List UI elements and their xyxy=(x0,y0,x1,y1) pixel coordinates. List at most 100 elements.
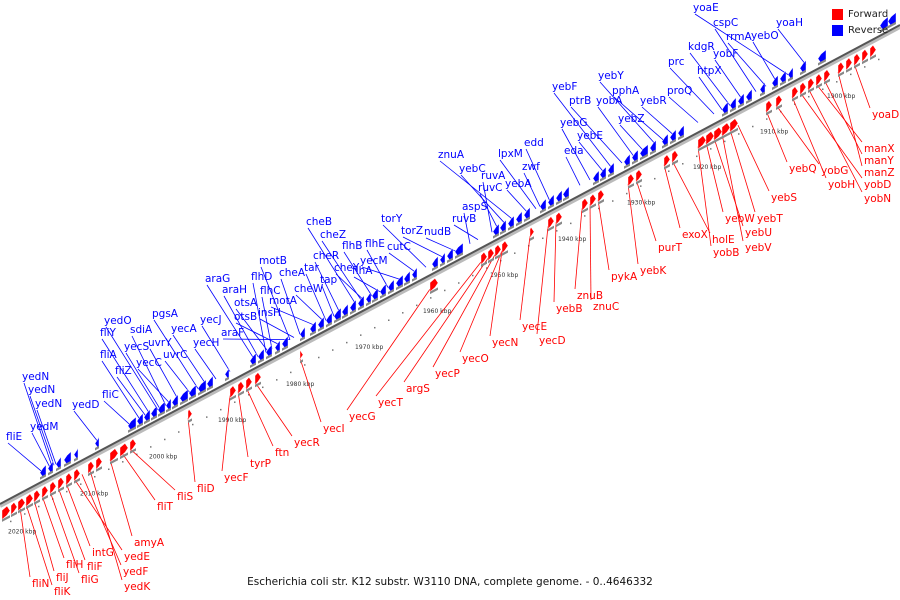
reverse-gene-label-ruvC: ruvC xyxy=(478,182,503,194)
scale-dot xyxy=(514,252,516,254)
reverse-gene-label-fliZ-leader xyxy=(116,376,147,417)
forward-gene-label-yobN-leader xyxy=(807,87,863,193)
reverse-gene-label-yebF-leader xyxy=(553,92,613,169)
scale-dot xyxy=(150,446,152,448)
forward-gene-arrow xyxy=(861,49,869,63)
scale-dot xyxy=(94,475,96,478)
forward-gene-arrow-shade xyxy=(824,78,830,85)
forward-swatch xyxy=(832,8,843,20)
forward-gene-arrow xyxy=(73,468,81,482)
scale-dot xyxy=(108,468,110,471)
reverse-gene-label-rrmA-leader xyxy=(727,42,767,87)
legend-forward: Forward xyxy=(832,6,896,22)
reverse-gene-label-nudB: nudB xyxy=(424,226,451,238)
reverse-gene-label-edd-leader xyxy=(525,148,551,202)
reverse-gene-arrow-shade xyxy=(198,388,206,396)
reverse-gene-label-yebA-leader xyxy=(506,189,529,214)
forward-gene-label-yebS-leader xyxy=(737,125,770,192)
axis-tick-label: 2010 kbp xyxy=(80,490,108,497)
reverse-gene-arrow-shade xyxy=(56,466,61,472)
legend-reverse: Reverse xyxy=(832,22,896,38)
scale-dot xyxy=(822,88,824,91)
reverse-gene-arrow-shade xyxy=(678,134,684,141)
reverse-gene-arrow-shade xyxy=(556,199,562,206)
forward-gene-arrow xyxy=(837,61,845,76)
reverse-gene-arrow-shade xyxy=(366,301,371,307)
forward-gene-arrow xyxy=(1,505,11,520)
reverse-gene-label-yebC-leader xyxy=(460,174,507,225)
forward-gene-arrow-shade xyxy=(776,104,782,110)
forward-gene-label-yecF-leader xyxy=(221,395,231,472)
reverse-gene-arrow-shade xyxy=(493,232,499,239)
reverse-gene-arrow-shade xyxy=(396,284,403,291)
axis-tick-label: 1960 kbp xyxy=(423,308,451,315)
scale-dot xyxy=(766,118,768,120)
reverse-gene-label-yobF-leader xyxy=(714,59,743,100)
forward-gene-arrow-shade xyxy=(481,261,487,268)
axis-tick-label: 1970 kbp xyxy=(355,344,383,351)
axis-tick-label: 1990 kbp xyxy=(218,417,246,424)
forward-gene-arrow xyxy=(129,438,137,452)
reverse-gene-arrow-shade xyxy=(225,376,229,382)
forward-gene-arrow xyxy=(807,77,815,91)
forward-gene-arrow-shade xyxy=(42,494,48,501)
reverse-gene-label-araH-leader xyxy=(223,295,259,357)
reverse-gene-arrow-shade xyxy=(40,474,46,480)
forward-gene-arrow-shade xyxy=(18,507,25,514)
reverse-gene-arrow-shade xyxy=(342,313,348,319)
reverse-gene-label-yedN: yedN xyxy=(35,398,62,410)
reverse-gene-label-flhD: flhD xyxy=(251,271,272,283)
reverse-gene-label-aspS-leader xyxy=(463,212,471,244)
reverse-gene-label-aspS: aspS xyxy=(462,201,488,213)
reverse-gene-label-fliE-leader xyxy=(7,442,43,472)
reverse-gene-arrow-shade xyxy=(780,80,786,86)
reverse-gene-arrow-shade xyxy=(95,445,99,451)
reverse-gene-label-yedM: yedM xyxy=(30,421,58,433)
reverse-gene-arrow-shade xyxy=(593,179,599,186)
reverse-gene-arrow-shade xyxy=(650,149,656,156)
forward-gene-label-yobH: yobH xyxy=(828,179,855,191)
scale-dot xyxy=(570,222,572,225)
forward-gene-arrow-shade xyxy=(714,136,722,143)
reverse-gene-label-yoaH-leader xyxy=(777,28,807,66)
scale-dot xyxy=(444,289,446,292)
forward-gene-label-yebQ: yebQ xyxy=(789,163,817,175)
forward-gene-arrow-shade xyxy=(230,394,236,401)
reverse-gene-arrow-shade xyxy=(600,175,606,182)
forward-gene-label-yobG: yobG xyxy=(821,165,848,177)
forward-gene-label-yecN: yecN xyxy=(492,337,518,349)
forward-gene-arrow-shade xyxy=(26,502,33,510)
forward-gene-label-yecN-leader xyxy=(489,250,503,337)
forward-gene-label-yobH-leader xyxy=(791,96,827,179)
forward-gene-label-manZ: manZ xyxy=(864,167,895,179)
forward-gene-label-exoX: exoX xyxy=(682,229,708,241)
forward-gene-arrow xyxy=(775,94,783,109)
forward-gene-arrow xyxy=(187,408,193,421)
reverse-gene-label-cheW: cheW xyxy=(294,283,324,295)
reverse-gene-arrow-shade xyxy=(166,407,171,413)
reverse-gene-label-ruvA: ruvA xyxy=(481,170,506,182)
forward-gene-label-ftn: ftn xyxy=(275,447,289,459)
forward-gene-label-intG-leader xyxy=(65,482,91,547)
scale-dot xyxy=(290,371,292,374)
reverse-gene-label-fliY: fliY xyxy=(100,327,117,339)
reverse-gene-label-otsB-leader xyxy=(235,322,281,346)
scale-dot xyxy=(10,520,12,523)
forward-gene-label-yecT: yecT xyxy=(378,397,403,409)
forward-gene-arrow xyxy=(845,57,853,71)
reverse-gene-arrow-shade xyxy=(632,158,638,165)
reverse-gene-label-yecM-leader xyxy=(361,266,403,281)
reverse-gene-arrow-shade xyxy=(760,91,765,97)
reverse-gene-label-rrmA: rrmA xyxy=(726,31,752,43)
forward-gene-arrow-shade xyxy=(34,499,40,505)
reverse-gene-label-ruvB-leader xyxy=(453,224,479,240)
scale-dot xyxy=(864,66,866,68)
forward-gene-label-fliF: fliF xyxy=(87,561,103,573)
forward-gene-arrow-shade xyxy=(88,470,94,477)
forward-gene-label-yedK: yedK xyxy=(124,581,151,593)
reverse-gene-label-yebF: yebF xyxy=(552,81,577,93)
reverse-gene-arrow-shade xyxy=(412,276,417,282)
forward-gene-arrow-shade xyxy=(96,466,102,472)
reverse-gene-arrow-shade xyxy=(722,111,728,117)
reverse-gene-arrow-shade xyxy=(670,138,676,145)
